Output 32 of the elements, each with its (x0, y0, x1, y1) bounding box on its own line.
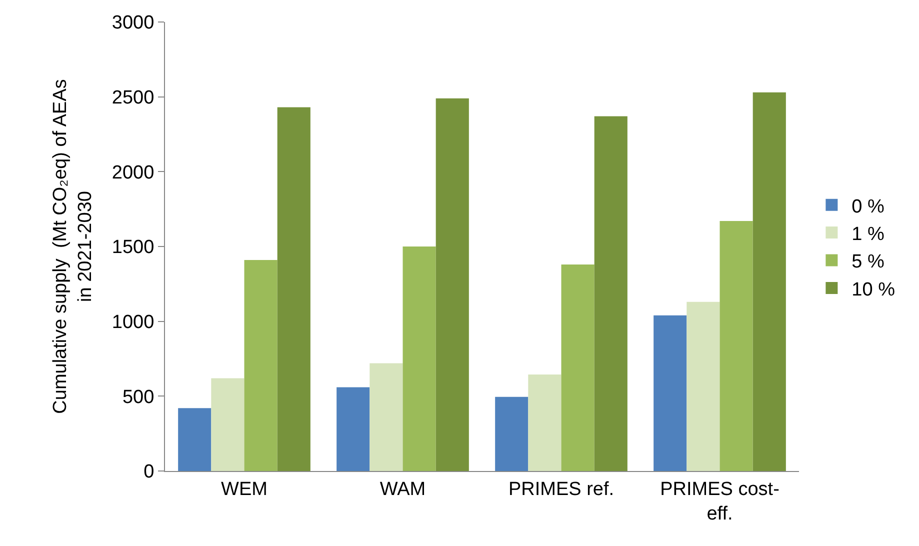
bar (594, 116, 628, 471)
x-tick-label: WEM (221, 478, 268, 500)
y-tick-label: 3000 (112, 12, 154, 34)
legend-label: 0 % (852, 196, 885, 218)
y-tick-label: 1500 (112, 237, 154, 258)
bar (561, 264, 594, 471)
bar (402, 246, 436, 471)
bar (752, 92, 786, 471)
bar (720, 221, 753, 471)
legend-label: 5 % (852, 252, 885, 273)
y-axis-title: Cumulative supply (Mt CO₂eq) of AEAs in 2021-2030 (50, 79, 96, 414)
y-tick-label: 2000 (112, 162, 154, 184)
legend-label: 10 % (852, 279, 896, 300)
y-tick-label: 0 (144, 462, 154, 483)
bar (654, 315, 687, 471)
x-tick-label: PRIMES cost- eff. (660, 478, 780, 524)
bar (528, 374, 562, 471)
bar (336, 387, 370, 471)
y-tick-label: 2500 (112, 87, 154, 108)
bar (277, 107, 310, 471)
legend-label: 1 % (852, 224, 885, 245)
bar (495, 396, 528, 471)
x-tick-label: WAM (380, 478, 426, 500)
bar (178, 408, 212, 471)
bar (436, 98, 469, 471)
bar (370, 363, 403, 471)
bar (244, 260, 278, 471)
bar (686, 302, 720, 471)
y-tick-label: 1000 (112, 312, 154, 333)
bar (211, 378, 244, 471)
y-tick-label: 500 (122, 386, 154, 408)
x-tick-label: PRIMES ref. (508, 478, 614, 500)
